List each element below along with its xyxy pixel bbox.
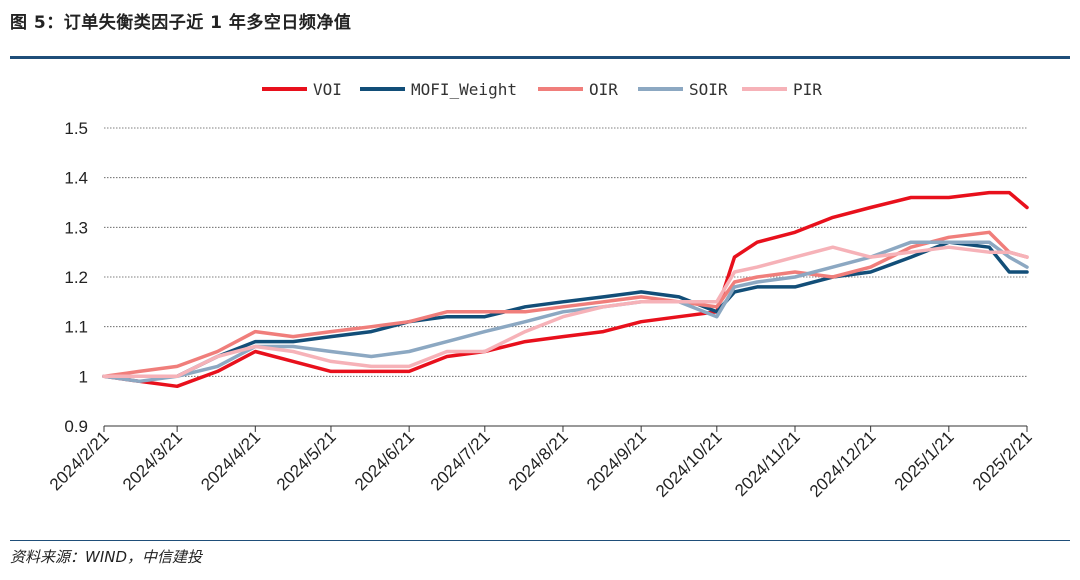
legend-label: OIR: [589, 80, 618, 99]
y-tick-label: 1.5: [64, 119, 88, 138]
x-tick-label: 2025/2/21: [969, 427, 1036, 494]
y-tick-label: 1.1: [64, 318, 88, 337]
series-line-soir: [102, 240, 1029, 384]
x-tick-label: 2024/2/21: [46, 427, 113, 494]
legend-label: SOIR: [689, 80, 728, 99]
x-tick-label: 2024/11/21: [731, 427, 804, 500]
y-tick-label: 1.2: [64, 268, 88, 287]
x-tick-label: 2024/9/21: [583, 427, 650, 494]
x-tick-label: 2025/1/21: [891, 427, 958, 494]
series-line-pir: [102, 245, 1029, 379]
legend-label: MOFI_Weight: [411, 80, 517, 99]
y-tick-label: 1.4: [64, 169, 88, 188]
x-tick-label: 2024/5/21: [273, 427, 340, 494]
y-axis-ticks: 0.9 1 1.1 1.2 1.3 1.4 1.5: [64, 119, 88, 436]
x-tick-label: 2024/6/21: [351, 427, 418, 494]
legend-label: VOI: [313, 80, 342, 99]
series-lines: [102, 190, 1029, 389]
figure-title: 图 5：订单失衡类因子近 1 年多空日频净值: [10, 13, 352, 33]
line-chart: 0.911.11.21.31.41.5 2024/2/21 2024/3/21 20…: [46, 80, 1036, 501]
legend: VOI MOFI_Weight OIR SOIR PIR: [262, 80, 822, 99]
title-divider: [10, 56, 1070, 59]
x-tick-label: 2024/12/21: [806, 427, 880, 501]
legend-label: PIR: [793, 80, 822, 99]
x-tick-label: 2024/10/21: [652, 427, 726, 501]
series-line-voi: [102, 190, 1029, 389]
source-divider: [10, 540, 1070, 541]
x-tick-label: 2024/7/21: [427, 427, 494, 494]
source-note: 资料来源：WIND，中信建投: [10, 548, 203, 566]
x-tick-label: 2024/8/21: [505, 427, 572, 494]
y-tick-label: 1: [79, 367, 88, 386]
x-tick-label: 2024/4/21: [197, 427, 264, 494]
x-tick-label: 2024/3/21: [119, 427, 186, 494]
y-tick-label: 1.3: [64, 218, 88, 237]
gridlines: [104, 127, 1027, 377]
series-line-mofi-weight: [102, 240, 1029, 379]
y-tick-label: 0.9: [64, 417, 88, 436]
x-axis: 2024/2/21 2024/3/21 2024/4/21 2024/5/21 2024…: [46, 425, 1036, 501]
